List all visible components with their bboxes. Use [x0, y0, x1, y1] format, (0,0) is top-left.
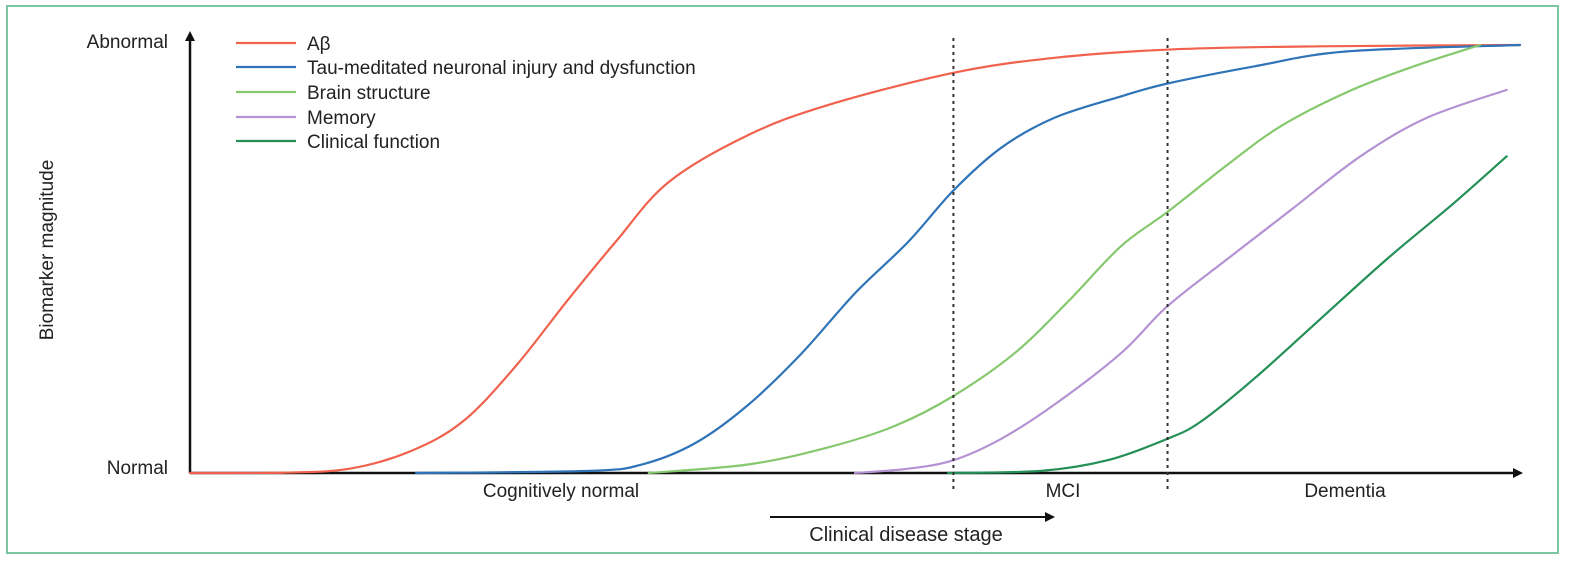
legend-label-5: Clinical function [307, 132, 440, 153]
stage-label-3: Dementia [1304, 481, 1386, 502]
series-group [188, 43, 1522, 475]
labels: Normal Abnormal Biomarker magnitude Cogniti… [37, 32, 1386, 546]
legend-label-3: Brain structure [307, 83, 431, 104]
series-line-5 [947, 155, 1508, 475]
legend: Aβ Tau-meditated neuronal injury and dysf… [236, 34, 696, 153]
stage-label-2: MCI [1046, 481, 1081, 502]
y-tick-label-abnormal: Abnormal [87, 32, 168, 53]
series-line-4 [853, 88, 1508, 475]
stage-dividers [952, 38, 1169, 493]
figure-frame [6, 5, 1559, 554]
x-axis-label: Clinical disease stage [809, 524, 1002, 546]
legend-label-1: Aβ [307, 34, 331, 55]
series-line-3 [647, 43, 1482, 475]
y-tick-label-normal: Normal [107, 458, 168, 479]
series-line-1 [188, 43, 1522, 475]
legend-label-4: Memory [307, 108, 376, 129]
series-line-2 [415, 43, 1522, 475]
legend-label-2: Tau-meditated neuronal injury and dysfun… [307, 58, 696, 79]
stage-label-1: Cognitively normal [483, 481, 639, 502]
y-axis-label: Biomarker magnitude [37, 160, 58, 341]
